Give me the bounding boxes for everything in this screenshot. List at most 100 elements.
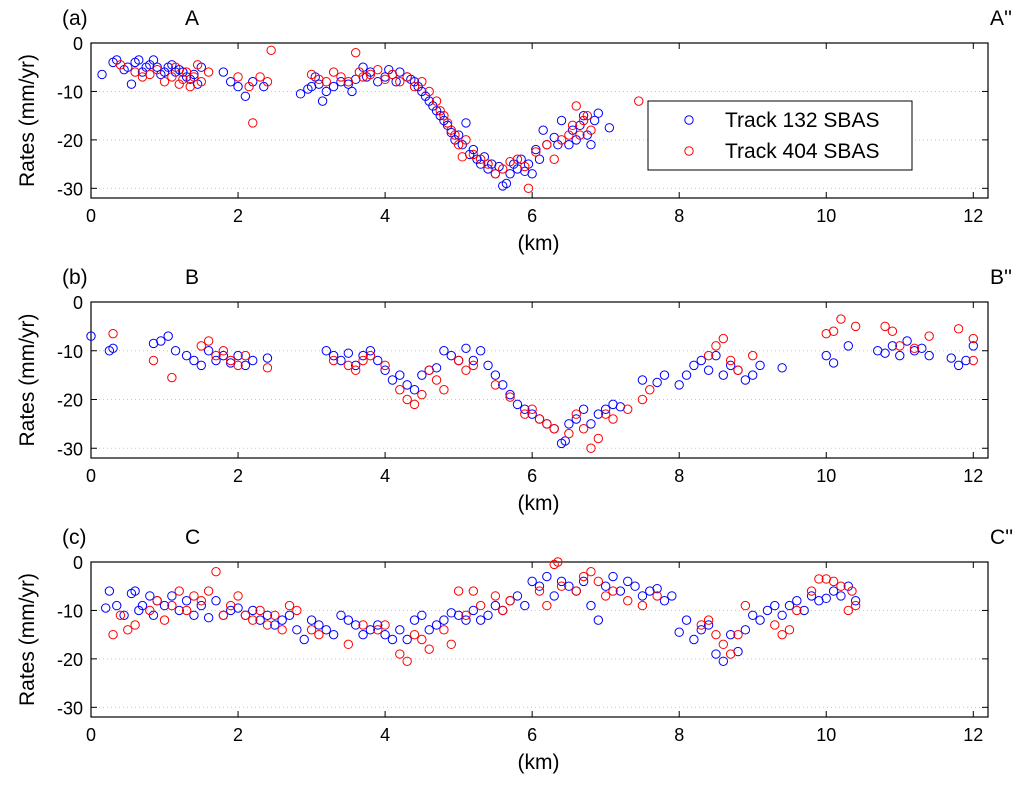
data-point xyxy=(189,72,199,82)
data-point xyxy=(659,370,670,380)
data-point xyxy=(556,576,567,587)
data-point xyxy=(380,629,390,640)
data-point xyxy=(703,615,714,625)
data-point xyxy=(895,350,905,361)
data-point xyxy=(578,576,589,587)
y-axis-label: Rates (mm/yr) xyxy=(16,573,39,706)
data-point xyxy=(593,615,604,625)
legend-label: Track 132 SBAS xyxy=(725,109,879,132)
data-point xyxy=(847,586,857,596)
data-point xyxy=(126,79,137,89)
data-point xyxy=(733,365,743,375)
data-point xyxy=(181,605,192,616)
data-point xyxy=(667,591,677,601)
data-point xyxy=(725,649,736,659)
y-tick-label: -20 xyxy=(57,391,83,411)
data-point xyxy=(395,385,405,395)
x-tick-label: 0 xyxy=(86,466,96,486)
data-point xyxy=(145,605,155,616)
data-point xyxy=(218,67,229,77)
data-point xyxy=(806,586,817,596)
x-tick-label: 0 xyxy=(86,725,96,745)
data-point xyxy=(784,625,795,635)
x-tick-label: 10 xyxy=(816,206,836,226)
data-point xyxy=(836,591,846,601)
y-tick-label: -10 xyxy=(57,342,83,362)
data-point xyxy=(431,375,442,385)
data-point xyxy=(211,596,221,606)
data-point xyxy=(358,620,368,630)
data-point xyxy=(924,350,934,361)
data-point xyxy=(531,147,541,157)
data-point xyxy=(814,574,824,584)
data-point xyxy=(156,336,166,346)
data-point xyxy=(189,591,199,601)
panel-label: (c) xyxy=(62,526,87,549)
data-point xyxy=(542,419,552,429)
data-point xyxy=(328,67,339,77)
data-point xyxy=(652,591,662,601)
data-point xyxy=(748,370,758,380)
data-point xyxy=(623,576,633,587)
data-point xyxy=(255,615,265,625)
data-point xyxy=(284,610,295,620)
data-point xyxy=(571,101,581,111)
data-point xyxy=(461,365,471,375)
data-point xyxy=(770,620,780,630)
data-point xyxy=(387,69,398,80)
data-point xyxy=(608,571,618,582)
x-tick-label: 12 xyxy=(963,206,983,226)
data-point xyxy=(490,591,501,601)
data-point xyxy=(336,355,346,366)
x-axis-label: (km) xyxy=(518,492,560,515)
data-point xyxy=(417,77,427,87)
data-point xyxy=(240,350,251,361)
data-point xyxy=(696,625,706,635)
data-point xyxy=(148,55,159,65)
data-point xyxy=(589,115,600,126)
data-point xyxy=(328,81,339,92)
data-point xyxy=(299,634,309,645)
data-point xyxy=(328,350,339,361)
data-point xyxy=(380,620,390,630)
x-tick-label: 12 xyxy=(963,725,983,745)
data-point xyxy=(203,336,214,346)
data-point xyxy=(439,625,449,635)
data-point xyxy=(718,656,729,666)
axes-frame xyxy=(90,301,989,459)
data-point xyxy=(196,600,206,611)
data-point xyxy=(167,72,177,82)
data-point xyxy=(108,328,118,339)
data-point xyxy=(475,600,486,611)
data-point xyxy=(248,615,258,625)
data-point xyxy=(725,355,736,366)
data-point xyxy=(402,656,412,666)
data-point xyxy=(968,341,978,351)
y-axis-label: Rates (mm/yr) xyxy=(16,54,39,187)
x-tick-label: 4 xyxy=(380,725,390,745)
data-point xyxy=(170,62,181,72)
data-point xyxy=(571,586,581,596)
data-point xyxy=(343,639,354,650)
data-point xyxy=(475,159,486,169)
data-point xyxy=(233,360,243,371)
data-point xyxy=(843,341,854,351)
data-point xyxy=(755,615,765,625)
data-point xyxy=(505,389,515,400)
data-point xyxy=(556,115,567,126)
data-point xyxy=(152,596,162,606)
data-point xyxy=(600,591,611,601)
data-point xyxy=(248,118,258,128)
data-point xyxy=(453,586,464,596)
data-point xyxy=(178,74,188,85)
data-point xyxy=(145,69,155,80)
data-point xyxy=(850,596,861,606)
data-point xyxy=(784,600,795,611)
data-point xyxy=(498,605,508,616)
y-tick-label: -10 xyxy=(57,82,83,102)
data-point xyxy=(395,649,405,659)
data-point xyxy=(564,140,574,150)
data-point xyxy=(262,77,273,87)
data-point xyxy=(770,600,780,611)
data-point xyxy=(674,627,684,637)
